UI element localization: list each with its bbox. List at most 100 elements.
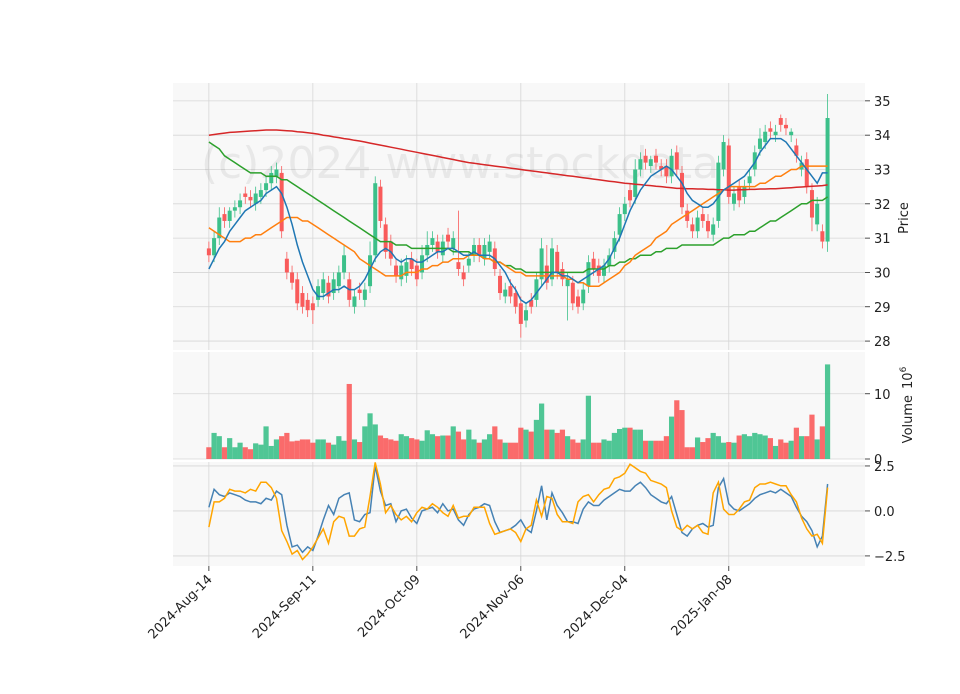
volume-bar [310, 442, 316, 459]
volume-bar [736, 435, 742, 459]
candle-body [321, 279, 326, 294]
volume-bar [232, 447, 238, 459]
candle-body [576, 296, 581, 307]
x-tick-label: 2024-Nov-06 [458, 572, 528, 642]
candle-body [378, 186, 383, 221]
candle-body [518, 303, 523, 324]
indicator-tick-label: 2.5 [874, 460, 895, 475]
volume-bar [388, 439, 394, 459]
volume-bar [237, 442, 243, 459]
price-tick-label: 34 [874, 129, 891, 144]
candle-body [326, 282, 331, 297]
indicator-line [208, 465, 829, 554]
volume-bar [481, 439, 488, 459]
volume-bar [720, 442, 727, 459]
indicator-panel [173, 462, 865, 566]
candle-body [524, 310, 529, 321]
candle-body [783, 124, 788, 129]
volume-bar [445, 435, 451, 459]
volume-bar [523, 429, 529, 459]
volume-bar [772, 445, 779, 459]
volume-bar [455, 431, 462, 459]
price-tick-label: 29 [874, 301, 891, 316]
candle-body [773, 131, 778, 136]
candle-body [336, 272, 341, 287]
candle-body [731, 193, 736, 204]
volume-bar [487, 434, 493, 459]
candle-body [362, 289, 367, 300]
volume-bar [273, 439, 280, 459]
candle-body [643, 155, 648, 163]
volume-bar [377, 435, 384, 459]
candle-body [555, 251, 560, 273]
candle-body [300, 293, 305, 307]
candle-body [232, 207, 237, 211]
candle-body [253, 193, 258, 204]
volume-bar [216, 436, 222, 459]
volume-bar [757, 434, 763, 459]
candle-body [695, 217, 700, 232]
volume-label: Volume [901, 395, 916, 443]
volume-bar [674, 400, 680, 459]
price-tick-label: 28 [874, 335, 891, 350]
candle-body [679, 172, 684, 208]
candle-body [602, 265, 607, 276]
volume-bar [710, 432, 716, 459]
x-tick-label: 2024-Sep-11 [250, 572, 320, 642]
volume-bar [544, 429, 550, 459]
candle-body [212, 238, 217, 256]
candle-body [612, 238, 617, 252]
volume-bar [429, 434, 436, 459]
volume-bar [539, 403, 545, 459]
volume-bar [705, 438, 711, 459]
candle-body [581, 289, 586, 304]
volume-bar [793, 427, 799, 459]
candle-body [778, 118, 783, 125]
candle-body [591, 258, 596, 270]
volume-bar [653, 440, 659, 459]
price-tick-label: 35 [874, 95, 891, 110]
volume-bar [565, 436, 571, 459]
volume-bar [492, 426, 498, 459]
volume-bar [409, 438, 415, 459]
volume-bar [783, 442, 789, 459]
volume-bar [476, 442, 482, 459]
candle-body [815, 203, 820, 225]
candle-body [550, 248, 555, 280]
volume-bar [206, 447, 212, 459]
candle-body [794, 145, 799, 156]
volume-bar [294, 440, 300, 459]
candle-body [539, 248, 544, 280]
indicator-tick-label: −2.5 [874, 550, 906, 565]
volume-bar [346, 383, 352, 459]
volume-bar [632, 429, 638, 459]
candle-body [456, 262, 461, 270]
volume-bar [461, 439, 467, 459]
candle-body [404, 262, 409, 276]
candle-body [659, 166, 664, 170]
candle-body [274, 169, 279, 177]
candle-body [705, 220, 710, 232]
candle-body [264, 183, 269, 191]
volume-bar [419, 440, 425, 459]
candle-body [290, 272, 295, 283]
volume-bar [528, 431, 534, 459]
candle-body [669, 155, 674, 177]
volume-bar [648, 440, 654, 459]
candle-body [461, 272, 466, 280]
volume-bar [424, 430, 430, 459]
candle-body [648, 159, 653, 167]
volume-bar [689, 447, 695, 459]
candle-body [498, 275, 503, 294]
candle-body [726, 145, 731, 197]
volume-bar [694, 437, 701, 459]
candle-body [269, 172, 274, 184]
x-tick-label: 2024-Dec-04 [562, 572, 632, 642]
volume-bar [798, 436, 805, 459]
volume-bar [305, 439, 311, 459]
volume-bar [762, 435, 768, 459]
volume-bar [731, 442, 737, 459]
volume-bar [367, 413, 373, 459]
volume-bar [570, 439, 576, 459]
candle-body [435, 241, 440, 252]
